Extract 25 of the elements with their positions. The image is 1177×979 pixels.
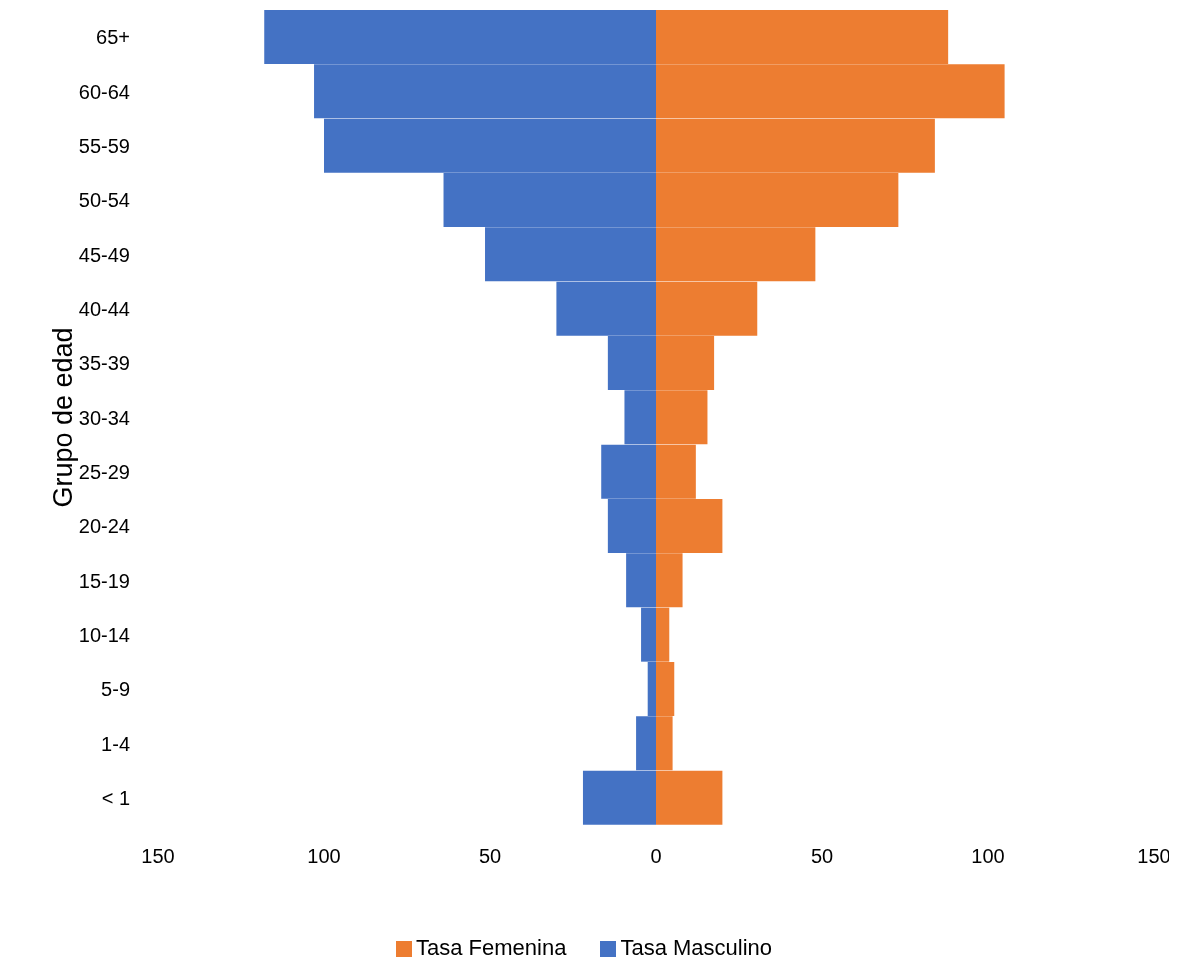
x-tick-label: 0 [650,845,662,868]
x-tick-label: 100 [971,845,1005,868]
y-tick-label: 25-29 [78,460,130,483]
y-axis-title: Grupo de edad [47,327,78,508]
x-tick-label: 50 [478,845,502,868]
y-tick-label: 45-49 [78,243,130,266]
y-tick-label: 1-4 [101,732,130,755]
y-tick-label: 50-54 [78,189,130,212]
x-tick-label: 100 [307,845,341,868]
x-tick-label: 150 [141,845,175,868]
y-tick-label: 65+ [96,26,130,49]
y-tick-label: 20-24 [78,515,130,538]
y-tick-label: 10-14 [78,623,130,646]
y-tick-label: 35-39 [78,352,130,375]
y-tick-label: 5-9 [101,678,130,701]
x-tick-label: 50 [810,845,834,868]
x-tick-label: 150 [1137,845,1171,868]
y-tick-label: 55-59 [78,134,130,157]
y-tick-label: 15-19 [78,569,130,592]
y-tick-label: < 1 [101,786,130,809]
y-tick-label: 60-64 [78,80,130,103]
legend-label: Tasa Femenina [415,935,567,960]
legend-label: Tasa Masculino [620,935,773,960]
y-tick-label: 40-44 [78,297,130,320]
y-tick-label: 30-34 [78,406,130,429]
